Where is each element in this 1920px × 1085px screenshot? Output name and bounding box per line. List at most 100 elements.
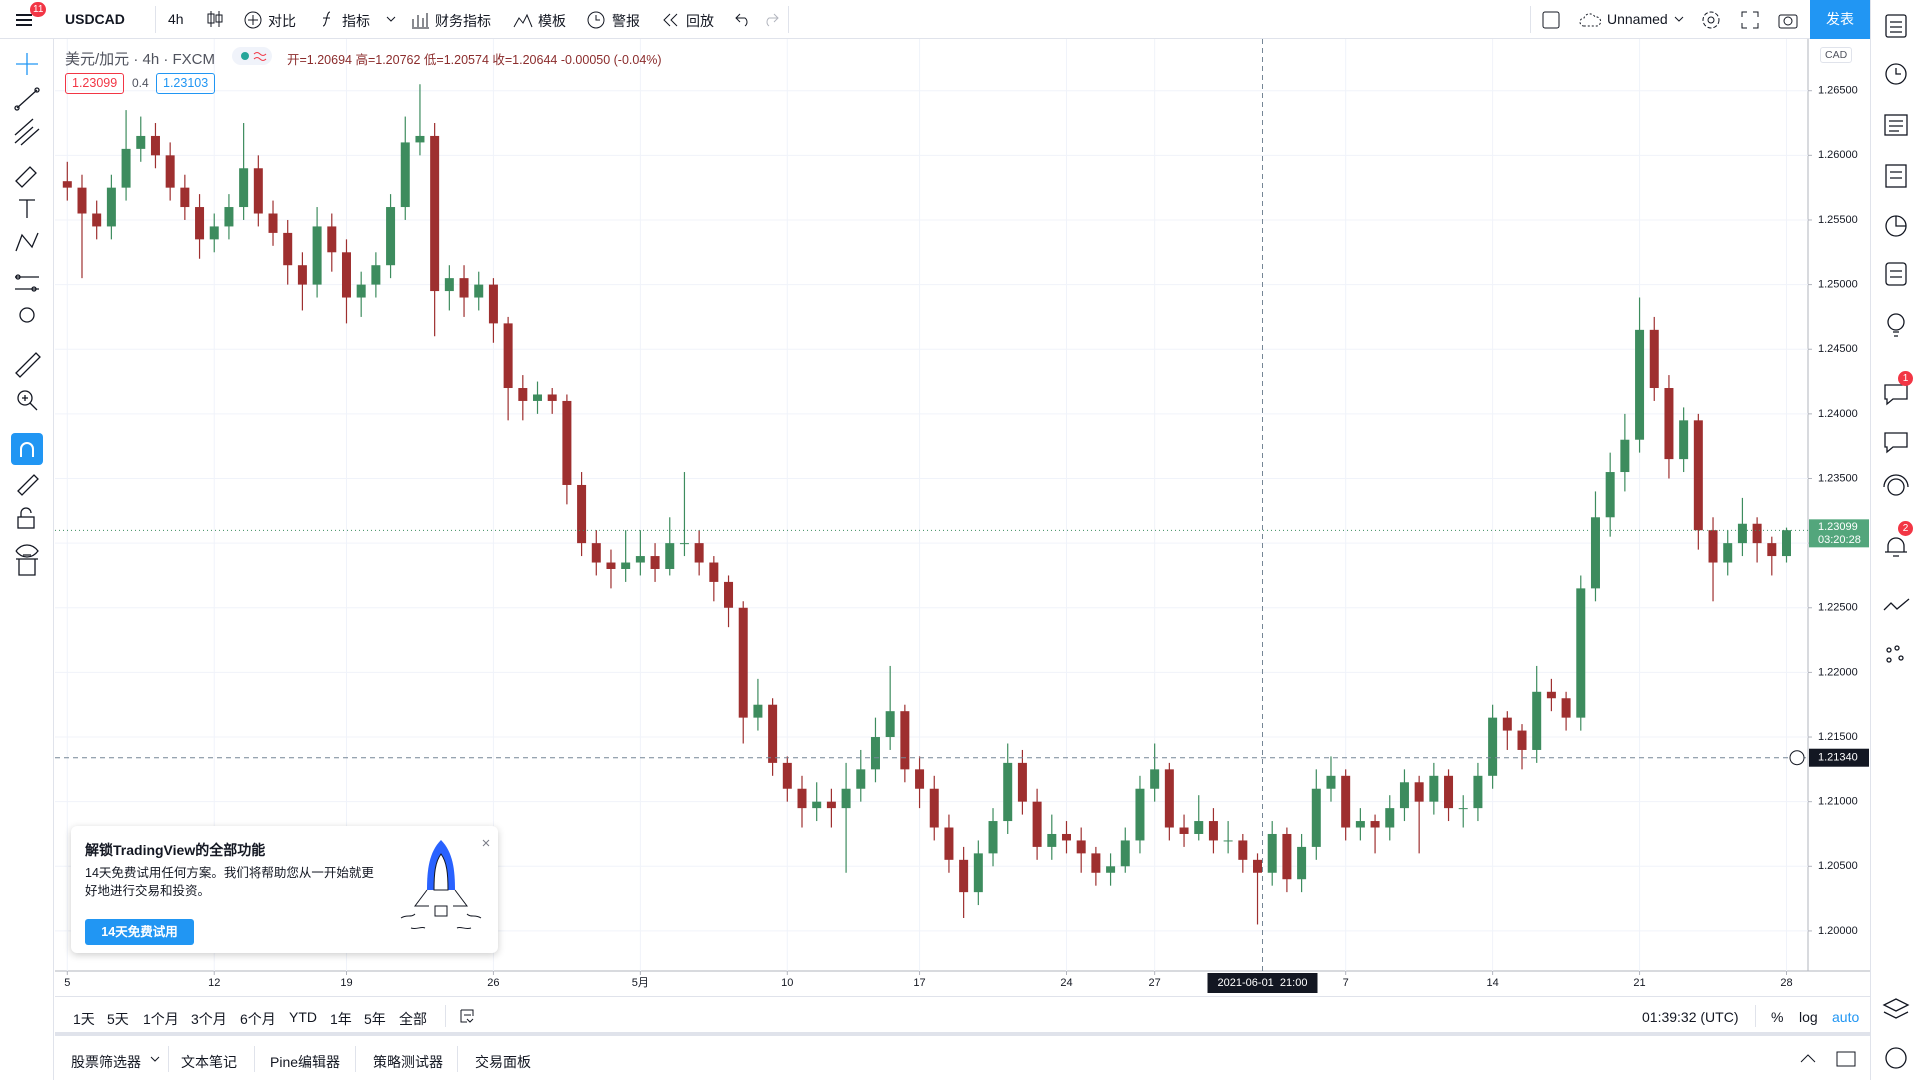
x-tick-label: 10 (781, 977, 793, 989)
templates-button[interactable]: 模板 (538, 13, 566, 29)
indicator-icon[interactable] (318, 9, 336, 29)
alert-icon[interactable] (585, 9, 607, 31)
dropdown[interactable] (386, 14, 396, 24)
replay-icon[interactable] (662, 12, 680, 28)
candle-body (1032, 801, 1042, 847)
candle-body (239, 168, 249, 208)
range-button[interactable]: YTD (289, 1009, 317, 1025)
financials-button[interactable]: 财务指标 (435, 13, 491, 29)
candle-body (694, 543, 704, 563)
candle-body (1561, 698, 1571, 718)
candle-body (1326, 775, 1336, 789)
candle-body (826, 801, 836, 809)
layout-icon[interactable] (1541, 10, 1561, 30)
range-button[interactable]: 全部 (399, 1011, 427, 1027)
candle-body (1194, 821, 1204, 834)
candle-body (1546, 691, 1556, 699)
candle-body (1282, 833, 1292, 880)
range-button[interactable]: 1天 (73, 1011, 95, 1027)
financials-icon[interactable] (410, 10, 430, 30)
collapse-icon[interactable] (1799, 1052, 1817, 1066)
settings-icon[interactable] (1700, 9, 1722, 31)
top-toolbar: 11 USDCAD 4h 对比 指标 财务指标 模板 警报 回放 Unnamed… (0, 0, 1920, 39)
bottom-tab[interactable]: Pine编辑器 (270, 1054, 341, 1070)
crosshair-time-box (1207, 973, 1318, 993)
y-tick-label: 1.25500 (1818, 214, 1858, 226)
candle-body (1061, 833, 1071, 841)
sidebar-icons[interactable] (1871, 0, 1920, 1080)
ask-price[interactable]: 1.23103 (156, 73, 216, 94)
candle-body (973, 853, 983, 893)
candle-body (856, 769, 866, 789)
range-button[interactable]: 1个月 (143, 1011, 179, 1027)
candle-body (1399, 782, 1409, 809)
candle-body (1502, 717, 1512, 731)
indicators-button[interactable]: 指标 (342, 13, 370, 29)
menu-icon[interactable] (14, 10, 36, 30)
range-button[interactable]: 5天 (107, 1011, 129, 1027)
candle-body (1781, 530, 1791, 557)
promo-body: 14天免费试用任何方案。我们将帮助您从一开始就更好地进行交易和投资。 (85, 866, 374, 898)
y-tick-label: 1.25000 (1818, 279, 1858, 291)
candle-body (679, 543, 689, 545)
y-tick-label: 1.26500 (1818, 85, 1858, 97)
candle-body (738, 607, 748, 718)
promo-button[interactable]: 14天免费试用 (85, 919, 194, 945)
log-toggle[interactable]: log (1799, 1009, 1818, 1025)
candle-body (1708, 530, 1718, 563)
redo[interactable] (762, 10, 780, 28)
bid-price[interactable]: 1.23099 (65, 73, 125, 94)
layout-name[interactable]: Unnamed (1607, 11, 1668, 27)
currency-button[interactable]: CAD (1820, 47, 1853, 63)
candle-body (1414, 782, 1424, 802)
x-tick-label: 5月 (632, 977, 649, 989)
symbol[interactable]: USDCAD (65, 11, 125, 27)
candle-body (1664, 388, 1674, 460)
candle-body (1576, 588, 1586, 718)
candle-body (724, 581, 734, 608)
compare-icon[interactable] (243, 10, 263, 30)
publish-button[interactable]: 发表 (1810, 0, 1870, 39)
snapshot-icon[interactable] (1777, 10, 1799, 30)
fullscreen-icon[interactable] (1740, 10, 1760, 30)
bottom-tab[interactable]: 交易面板 (475, 1054, 531, 1070)
candle-body (62, 181, 72, 188)
dropdown[interactable] (150, 1054, 160, 1064)
candle-body (870, 737, 880, 770)
range-button[interactable]: 6个月 (240, 1011, 276, 1027)
maximize-icon[interactable] (1835, 1050, 1857, 1068)
range-button[interactable]: 5年 (364, 1011, 386, 1027)
candle-body (709, 562, 719, 582)
percent-toggle[interactable]: % (1771, 1009, 1784, 1025)
candle-body (195, 207, 205, 240)
alert-badge: 2 (1898, 521, 1913, 536)
goto-date-icon[interactable] (458, 1007, 476, 1025)
bottom-tab[interactable]: 股票筛选器 (71, 1054, 141, 1070)
replay-button[interactable]: 回放 (686, 13, 714, 29)
chart-type-icon[interactable] (206, 9, 224, 29)
crosshair-price-label: 1.21340 (1818, 752, 1858, 764)
bottom-panel: 股票筛选器 文本笔记 Pine编辑器 策略测试器 交易面板 (55, 1038, 1870, 1080)
undo[interactable] (734, 10, 752, 28)
clock[interactable]: 01:39:32 (UTC) (1642, 1009, 1739, 1025)
candle-body (415, 135, 425, 143)
range-button[interactable]: 3个月 (191, 1011, 227, 1027)
dropdown[interactable] (1674, 14, 1684, 24)
alert-button[interactable]: 警报 (612, 13, 640, 29)
interval[interactable]: 4h (168, 11, 184, 27)
bottom-tab[interactable]: 策略测试器 (373, 1054, 443, 1070)
range-button[interactable]: 1年 (330, 1011, 352, 1027)
x-tick-label: 27 (1149, 977, 1161, 989)
x-tick-label: 17 (913, 977, 925, 989)
bottom-tab[interactable]: 文本笔记 (181, 1054, 237, 1070)
candle-body (1355, 821, 1365, 828)
menu-badge: 11 (30, 2, 47, 17)
template-icon[interactable] (512, 10, 534, 30)
candle-body (812, 801, 822, 809)
auto-toggle[interactable]: auto (1832, 1009, 1860, 1025)
drawing-tools[interactable] (0, 39, 54, 639)
x-tick-label: 14 (1486, 977, 1498, 989)
cloud-icon[interactable] (1578, 11, 1604, 29)
compare-button[interactable]: 对比 (268, 13, 296, 29)
